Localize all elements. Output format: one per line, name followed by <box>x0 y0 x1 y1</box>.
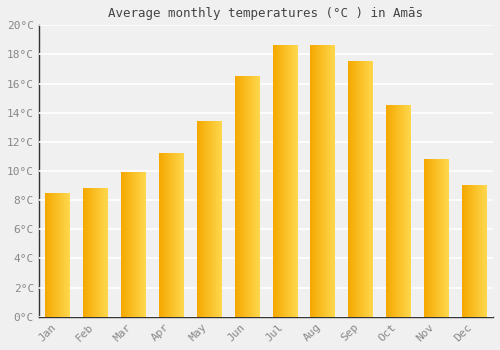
Bar <box>159 154 184 317</box>
Bar <box>462 186 486 317</box>
Bar <box>348 62 373 317</box>
Bar <box>84 189 108 317</box>
Bar <box>46 193 70 317</box>
Bar <box>310 46 335 317</box>
Bar <box>121 173 146 317</box>
Bar <box>386 105 410 317</box>
Bar <box>234 76 260 317</box>
Bar <box>197 121 222 317</box>
Bar <box>272 46 297 317</box>
Title: Average monthly temperatures (°C ) in Amās: Average monthly temperatures (°C ) in Am… <box>108 7 424 20</box>
Bar <box>424 159 448 317</box>
